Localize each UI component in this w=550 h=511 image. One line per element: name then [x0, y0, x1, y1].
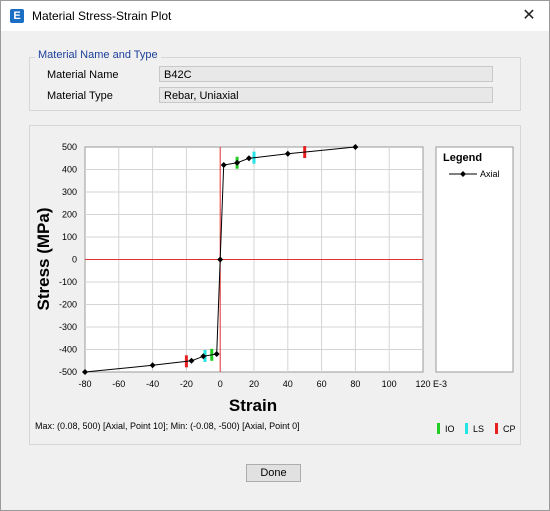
- series-point-axial: [213, 351, 220, 357]
- tick-labels: -80 -60 -40 -20 0 20 40 60 80 100 120-500-400-300-…: [59, 142, 431, 389]
- x-unit-label: E-3: [433, 379, 447, 389]
- x-tick-label: 80: [350, 379, 360, 389]
- app-icon: E: [10, 9, 24, 23]
- io-legend-label: IO: [445, 424, 455, 434]
- done-button[interactable]: Done: [246, 464, 301, 482]
- close-button[interactable]: ✕: [522, 7, 536, 24]
- series-point-axial: [149, 362, 156, 369]
- x-tick-label: -40: [146, 379, 159, 389]
- series-point-axial: [220, 162, 227, 168]
- x-tick-label: 120: [415, 379, 430, 389]
- window-title: Material Stress-Strain Plot: [32, 9, 172, 23]
- y-tick-label: -500: [59, 367, 77, 377]
- y-tick-label: 300: [62, 187, 77, 197]
- y-tick-label: 500: [62, 142, 77, 152]
- series-point-axial: [284, 150, 291, 157]
- series-point-axial: [217, 256, 224, 263]
- y-tick-label: 0: [72, 255, 77, 265]
- ls-legend-swatch: [465, 423, 468, 434]
- title-bar: E Material Stress-Strain Plot ✕: [1, 1, 549, 31]
- legend-axial-marker: [460, 171, 466, 177]
- series-point-axial: [200, 353, 207, 360]
- material-group-title: Material Name and Type: [35, 49, 161, 61]
- material-name-label: Material Name: [47, 69, 119, 81]
- stress-strain-chart: -80 -60 -40 -20 0 20 40 60 80 100 120-500-400-300-…: [34, 142, 516, 434]
- y-tick-label: -200: [59, 300, 77, 310]
- x-tick-label: -60: [112, 379, 125, 389]
- ls-legend-label: LS: [473, 424, 484, 434]
- y-tick-label: -100: [59, 277, 77, 287]
- io-legend-swatch: [437, 423, 440, 434]
- x-tick-label: -20: [180, 379, 193, 389]
- series-axial: [82, 144, 359, 375]
- series-point-axial: [245, 155, 252, 162]
- legend-title: Legend: [443, 152, 482, 164]
- x-tick-label: 60: [317, 379, 327, 389]
- x-axis-label: Strain: [229, 396, 277, 415]
- series-point-axial: [188, 357, 195, 364]
- y-tick-label: 100: [62, 232, 77, 242]
- material-type-label: Material Type: [47, 90, 113, 102]
- series-point-axial: [234, 159, 241, 166]
- cp-legend-swatch: [495, 423, 498, 434]
- x-tick-label: -80: [78, 379, 91, 389]
- y-tick-label: 400: [62, 165, 77, 175]
- series-point-axial: [82, 369, 88, 375]
- x-tick-label: 0: [218, 379, 223, 389]
- x-tick-label: 20: [249, 379, 259, 389]
- y-axis-label: Stress (MPa): [34, 208, 53, 311]
- legend-entry-axial: Axial: [480, 169, 500, 179]
- material-type-field: Rebar, Uniaxial: [159, 87, 493, 103]
- legend-box: [435, 146, 514, 373]
- x-tick-label: 100: [382, 379, 397, 389]
- x-tick-label: 40: [283, 379, 293, 389]
- y-tick-label: -300: [59, 322, 77, 332]
- cp-legend-label: CP: [503, 424, 516, 434]
- y-tick-label: 200: [62, 210, 77, 220]
- min-max-summary: Max: (0.08, 500) [Axial, Point 10]; Min:…: [35, 421, 300, 431]
- y-tick-label: -400: [59, 345, 77, 355]
- series-point-axial: [352, 144, 359, 150]
- material-name-field: B42C: [159, 66, 493, 82]
